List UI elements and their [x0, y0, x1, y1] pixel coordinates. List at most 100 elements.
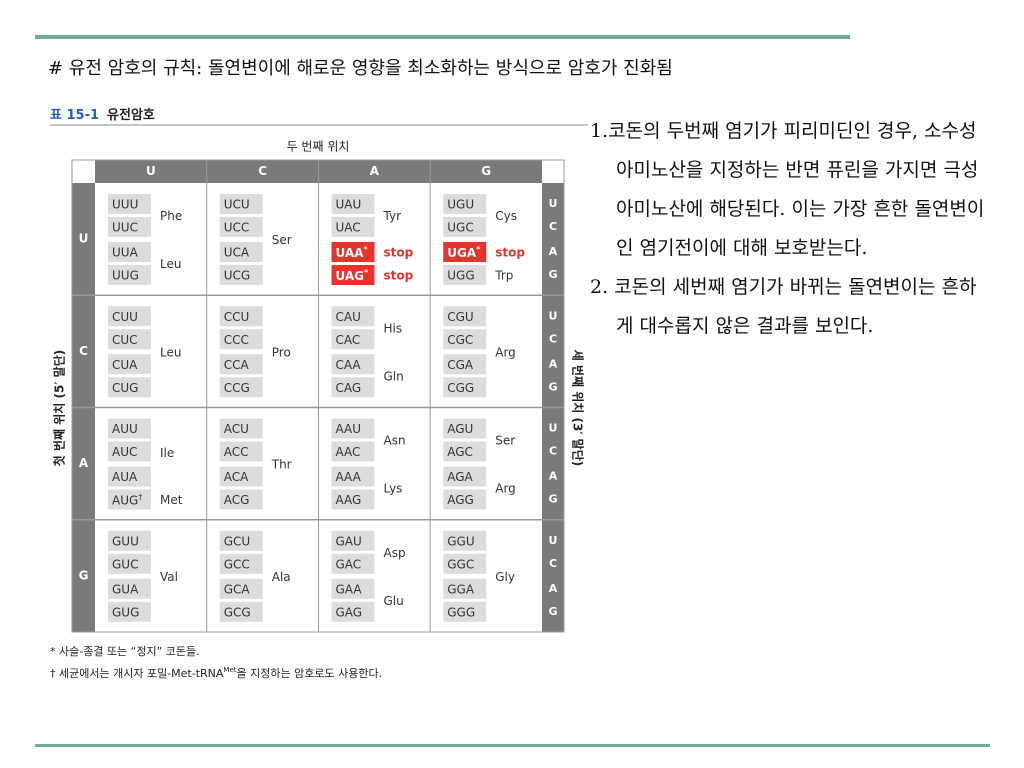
codon-box [331, 377, 375, 398]
second-position-label: 두 번째 위치 [287, 140, 350, 154]
codon-text: UGA [447, 246, 477, 260]
codon: GUU [112, 534, 139, 548]
codon-box [219, 441, 263, 462]
codon: CAA [336, 358, 362, 372]
third-position-label: 세 번째 위치 (3′ 말단) [571, 350, 586, 466]
amino-acid: Val [160, 570, 178, 584]
codon-box [443, 217, 487, 237]
codon-text: AUG [112, 493, 138, 507]
codon-box [443, 354, 487, 375]
slide-title: # 유전 암호의 규칙: 돌연변이에 해로운 영향을 최소화하는 방식으로 암호… [48, 58, 673, 79]
codon-box [443, 601, 487, 622]
amino-acid: Leu [160, 345, 181, 359]
amino-acid: His [384, 321, 403, 335]
codon: AAC [336, 445, 361, 459]
codon-box [331, 329, 375, 350]
codon: CUU [112, 310, 138, 324]
codon-box [443, 377, 487, 398]
footnote-text: † 세균에서는 개시자 포밀-Met-tRNA [50, 667, 224, 680]
codon: GGC [447, 557, 474, 571]
codon-box [219, 377, 263, 398]
codon: GCU [224, 534, 250, 548]
codon: ACU [224, 422, 249, 436]
codon-box [108, 377, 151, 398]
codon-box [219, 194, 263, 214]
codon-box [331, 601, 375, 622]
codon-box [108, 194, 151, 214]
codon-box [443, 265, 487, 285]
codon: GGG [447, 605, 475, 619]
amino-acid: Thr [271, 458, 292, 472]
amino-acid: Pro [272, 345, 291, 359]
codon-box [219, 530, 263, 551]
amino-acid: Asp [384, 546, 406, 560]
third-base: G [548, 605, 557, 618]
codon: GUA [112, 582, 139, 596]
codon: CCA [224, 358, 250, 372]
codon-box [331, 530, 375, 551]
codon-box [219, 354, 263, 375]
codon: GCA [224, 582, 251, 596]
third-base: A [549, 245, 558, 258]
codon: GUG [112, 605, 139, 619]
codon: AGC [447, 445, 473, 459]
codon-box [331, 217, 375, 237]
codon-box [108, 306, 151, 327]
third-base: G [548, 268, 557, 281]
codon: CGA [447, 358, 474, 372]
codon-box [331, 553, 375, 574]
codon-box [219, 217, 263, 237]
codon-box [219, 418, 263, 439]
third-base: U [549, 309, 558, 322]
third-base: U [549, 197, 558, 210]
codon: GGA [447, 582, 475, 596]
third-base: A [549, 582, 558, 595]
codon: UCC [224, 221, 250, 235]
codon: AUG† [112, 492, 142, 507]
codon: UCU [224, 198, 250, 212]
codon-box [219, 553, 263, 574]
footnote-after: 을 지정하는 암호로도 사용한다. [237, 666, 383, 680]
codon-box [331, 418, 375, 439]
third-base: U [549, 422, 558, 435]
codon-text: UAG [336, 269, 365, 283]
amino-acid: Lys [384, 482, 403, 496]
third-base: G [548, 493, 557, 506]
codon-box [331, 265, 375, 285]
amino-acid: Glu [384, 594, 404, 608]
codon-box [108, 466, 151, 487]
explanation: 1.코돈의 두번째 염기가 피리미딘인 경우, 소수성 아미노산을 지정하는 반… [590, 112, 990, 346]
table-caption: 표 15-1 유전암호 [50, 107, 155, 123]
amino-acid: Gln [384, 369, 404, 383]
codon: CAC [336, 333, 361, 347]
codon: GGU [447, 534, 474, 548]
amino-acid: Arg [495, 345, 516, 359]
codon: UAC [336, 221, 361, 235]
codon-box [219, 242, 263, 262]
codon-mark: † [138, 492, 142, 501]
codon: AAA [336, 470, 362, 484]
footnote: † 세균에서는 개시자 포밀-Met-tRNAMet을 지정하는 암호로도 사용… [50, 666, 382, 680]
codon-box [331, 306, 375, 327]
codon: ACG [224, 493, 250, 507]
codon: UAU [336, 198, 362, 212]
third-base: C [549, 220, 557, 233]
codon: GAC [336, 557, 362, 571]
codon: AUU [112, 422, 138, 436]
codon: UGU [447, 198, 474, 212]
codon-box [108, 578, 151, 599]
column-header: U [146, 164, 156, 178]
codon-box [331, 489, 375, 510]
footnote-sup: Met [223, 666, 236, 674]
codon-box [331, 466, 375, 487]
codon-box [219, 489, 263, 510]
amino-acid: Ala [272, 570, 291, 584]
third-base: A [549, 357, 558, 370]
top-rule [35, 35, 850, 39]
column-header: C [258, 164, 267, 178]
codon: UUG [112, 269, 139, 283]
codon: AUC [112, 445, 137, 459]
codon: UUU [112, 198, 138, 212]
codon-box [443, 578, 487, 599]
